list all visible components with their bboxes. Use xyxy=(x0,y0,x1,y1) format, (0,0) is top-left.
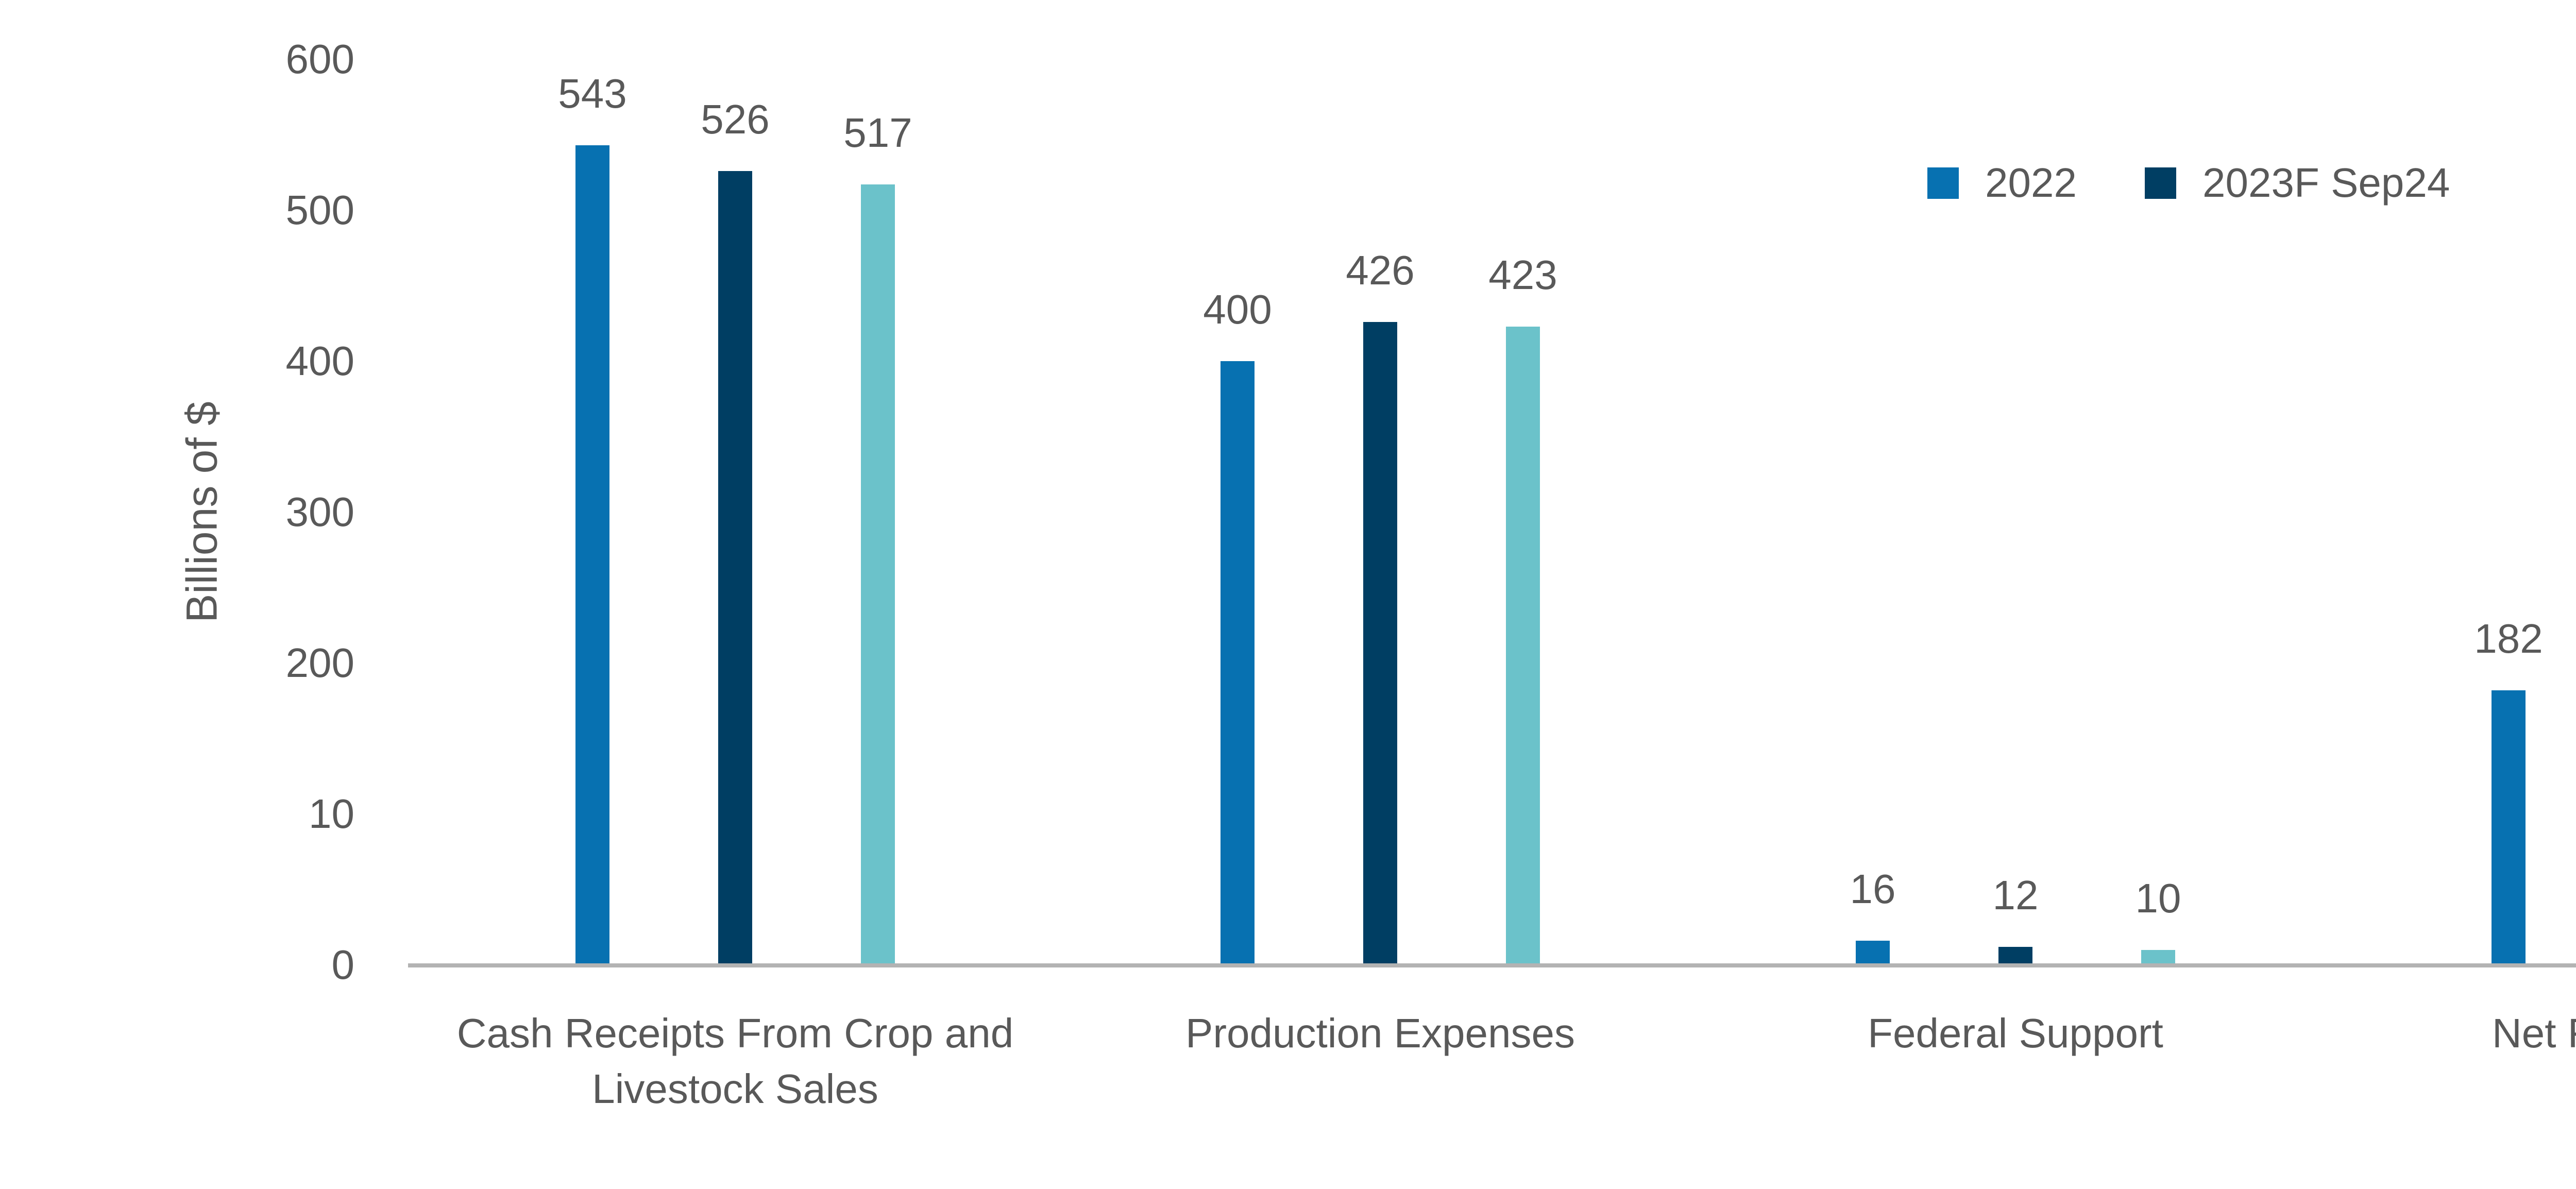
bar-value-label: 16 xyxy=(1850,866,1896,912)
legend-swatch xyxy=(2145,167,2176,199)
y-tick-label: 0 xyxy=(331,942,355,988)
legend-label: 2022 xyxy=(1985,160,2077,206)
y-tick-label: 300 xyxy=(285,489,354,535)
bar-value-label: 423 xyxy=(1488,252,1557,298)
y-tick-label: 200 xyxy=(285,640,354,686)
bar-value-label: 147 xyxy=(2548,663,2576,720)
category-label: Production Expenses xyxy=(1185,1010,1575,1056)
bar-value-label: 400 xyxy=(1203,286,1272,332)
bar xyxy=(1221,361,1255,965)
x-axis-line xyxy=(408,963,2576,967)
y-tick-label: 10 xyxy=(309,791,354,837)
bar-value-label: 10 xyxy=(2135,875,2181,921)
bar-value-label: 517 xyxy=(843,110,912,156)
y-tick-label: 600 xyxy=(285,36,354,82)
category-label: Federal Support xyxy=(1868,1010,2163,1056)
bar xyxy=(1506,327,1540,965)
bar-value-label: 426 xyxy=(1346,247,1415,293)
bar xyxy=(861,184,895,965)
y-tick-label: 500 xyxy=(285,187,354,233)
bar xyxy=(718,171,752,965)
bar-value-label: 182 xyxy=(2474,616,2543,661)
bar-value-label: 543 xyxy=(558,71,627,116)
legend-label: 2023F Sep24 xyxy=(2202,160,2450,206)
y-tick-label: 400 xyxy=(285,338,354,384)
bar xyxy=(1998,947,2032,965)
bar-value-label: 12 xyxy=(1992,872,2039,918)
legend-swatch xyxy=(1927,167,1959,199)
bar xyxy=(575,145,609,965)
category-label: Net Farm Income xyxy=(2492,1010,2576,1056)
bar xyxy=(1363,322,1397,965)
bar xyxy=(2492,690,2526,965)
bar xyxy=(2141,950,2175,965)
category-label: Cash Receipts From Crop and Livestock Sa… xyxy=(456,1010,1014,1112)
bar-value-label: 526 xyxy=(701,96,770,142)
bar xyxy=(1856,941,1890,965)
